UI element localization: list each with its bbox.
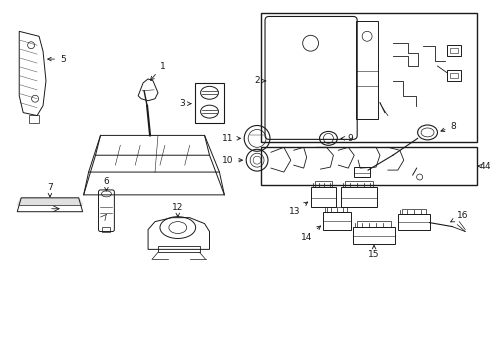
Text: 5: 5 bbox=[48, 55, 66, 64]
Bar bbox=[345, 181, 373, 187]
Bar bbox=[354, 167, 370, 177]
Bar bbox=[261, 147, 477, 185]
Text: 6: 6 bbox=[103, 177, 109, 191]
Text: 14: 14 bbox=[301, 226, 320, 242]
Text: 1: 1 bbox=[150, 62, 166, 80]
Bar bbox=[357, 221, 391, 226]
Text: 13: 13 bbox=[289, 202, 308, 216]
Bar bbox=[447, 45, 461, 56]
Text: 11: 11 bbox=[221, 134, 241, 143]
Bar bbox=[327, 207, 347, 212]
Bar bbox=[402, 209, 426, 214]
Bar bbox=[102, 226, 110, 231]
Bar bbox=[356, 22, 378, 118]
Bar bbox=[261, 13, 477, 142]
Bar bbox=[447, 70, 461, 81]
Polygon shape bbox=[17, 198, 83, 205]
Bar bbox=[158, 246, 199, 252]
Bar bbox=[195, 83, 224, 122]
Text: 3: 3 bbox=[179, 99, 191, 108]
Bar bbox=[311, 187, 336, 207]
Bar bbox=[342, 187, 377, 207]
Text: 16: 16 bbox=[451, 211, 468, 222]
Bar bbox=[450, 73, 458, 78]
Bar bbox=[29, 114, 39, 122]
Text: 7: 7 bbox=[47, 184, 53, 197]
Bar bbox=[450, 48, 458, 53]
Bar bbox=[315, 181, 332, 187]
Text: 2: 2 bbox=[254, 76, 266, 85]
Text: 4: 4 bbox=[479, 162, 485, 171]
Bar bbox=[398, 214, 430, 230]
Bar bbox=[323, 212, 351, 230]
Text: 8: 8 bbox=[441, 122, 456, 131]
Bar bbox=[353, 226, 395, 244]
Text: 10: 10 bbox=[221, 156, 243, 165]
Text: 12: 12 bbox=[172, 203, 183, 217]
Text: 15: 15 bbox=[368, 246, 380, 259]
Text: 9: 9 bbox=[341, 134, 353, 143]
Text: 4: 4 bbox=[478, 162, 490, 171]
